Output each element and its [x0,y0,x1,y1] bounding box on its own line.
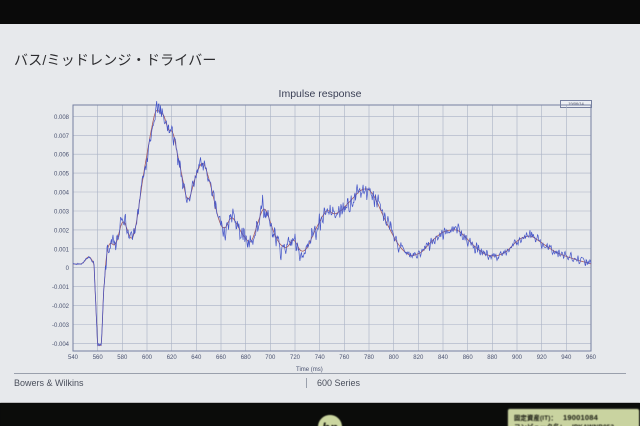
svg-text:0.002: 0.002 [54,228,70,234]
svg-text:620: 620 [167,355,178,361]
svg-text:920: 920 [537,355,548,361]
svg-text:600: 600 [142,355,153,361]
svg-text:840: 840 [438,355,449,361]
svg-text:660: 660 [216,355,227,361]
svg-text:680: 680 [241,355,252,361]
svg-text:960: 960 [586,355,597,361]
svg-text:0.003: 0.003 [54,210,70,216]
svg-text:0.007: 0.007 [54,134,70,140]
svg-text:0.001: 0.001 [54,247,70,253]
svg-text:800: 800 [389,355,400,361]
svg-text:0.008: 0.008 [54,115,70,121]
svg-text:820: 820 [413,355,424,361]
svg-text:0: 0 [66,266,70,272]
svg-text:-0.004: -0.004 [52,342,70,348]
svg-text:860: 860 [463,355,474,361]
svg-text:740: 740 [315,355,326,361]
svg-text:900: 900 [512,355,523,361]
svg-text:0.006: 0.006 [54,153,70,159]
svg-text:580: 580 [117,355,128,361]
svg-text:hp: hp [322,420,338,426]
svg-text:540: 540 [68,355,79,361]
svg-text:-0.002: -0.002 [52,304,70,310]
svg-text:-0.001: -0.001 [52,285,70,291]
svg-text:0.004: 0.004 [54,191,70,197]
svg-text:760: 760 [339,355,350,361]
svg-text:880: 880 [487,355,498,361]
svg-text:640: 640 [191,355,202,361]
svg-text:940: 940 [561,355,572,361]
svg-text:0.005: 0.005 [54,172,70,178]
svg-text:720: 720 [290,355,301,361]
svg-text:700: 700 [265,355,276,361]
svg-text:-0.003: -0.003 [52,323,70,329]
svg-text:780: 780 [364,355,375,361]
svg-text:560: 560 [93,355,104,361]
